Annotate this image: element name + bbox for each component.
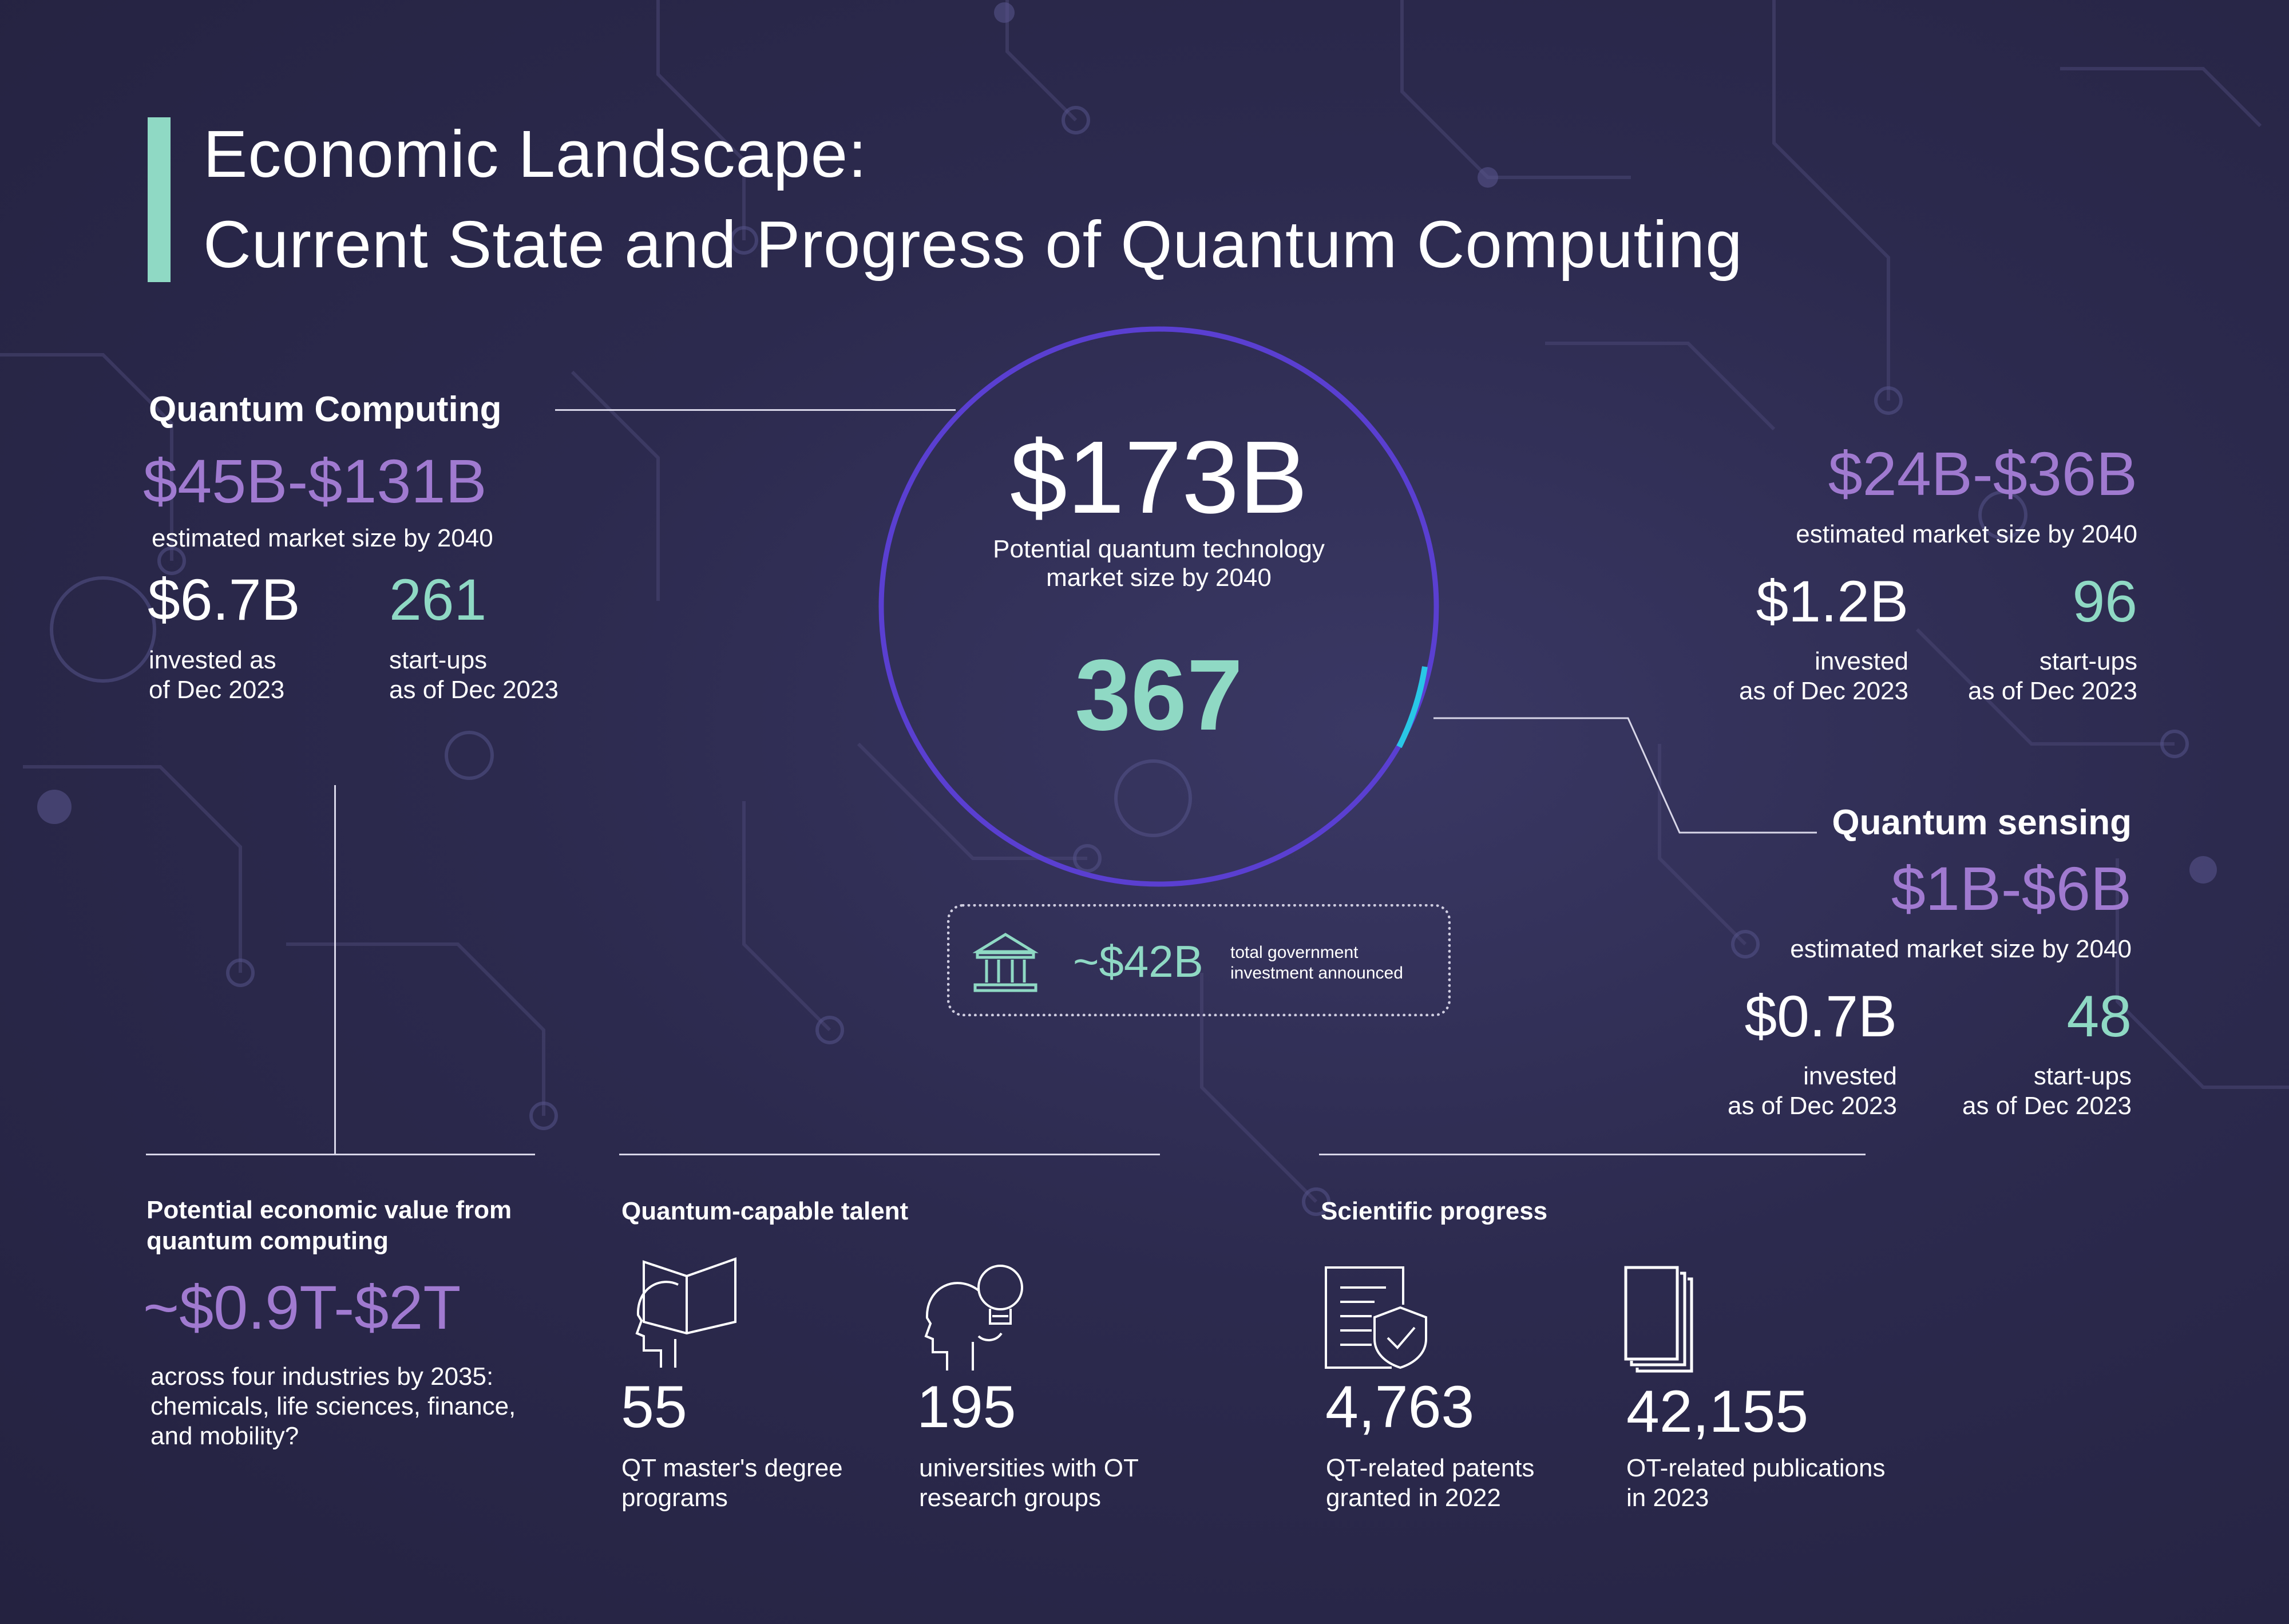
economic-heading-2: quantum computing: [146, 1227, 389, 1255]
gov-investment-box: ~$42B total government investment announ…: [947, 904, 1451, 1016]
sensing-startups-caption-2: as of Dec 2023: [1962, 1092, 2132, 1120]
publications-caption-2: in 2023: [1626, 1484, 1709, 1512]
page-title: Economic Landscape: Current State and Pr…: [203, 109, 1743, 290]
communication-invested-caption: invested as of Dec 2023: [1739, 647, 1908, 706]
sensing-heading: Quantum sensing: [1832, 803, 2132, 842]
computing-invested: $6.7B: [148, 567, 300, 632]
divider-economic: [146, 1154, 535, 1155]
title-accent-bar: [148, 117, 171, 282]
patent-document-shield-icon: [1325, 1266, 1427, 1369]
computing-vertical-connector: [334, 785, 336, 1154]
head-book-icon: [635, 1257, 736, 1368]
market-ring: [878, 326, 1439, 887]
communication-invested-caption-2: as of Dec 2023: [1739, 677, 1908, 705]
sensing-invested-caption-1: invested: [1803, 1062, 1897, 1090]
sensing-range-caption: estimated market size by 2040: [1790, 935, 2132, 963]
patents-caption-2: granted in 2022: [1326, 1484, 1501, 1512]
bank-building-icon: [973, 933, 1039, 992]
center-caption-2: market size by 2040: [1046, 564, 1272, 592]
computing-heading: Quantum Computing: [149, 390, 502, 429]
computing-startups-caption-2: as of Dec 2023: [389, 676, 559, 704]
center-block: $173B Potential quantum technology marke…: [876, 421, 1442, 747]
economic-caption: across four industries by 2035: chemical…: [151, 1362, 516, 1451]
communication-range-caption: estimated market size by 2040: [1796, 520, 2137, 548]
center-caption-1: Potential quantum technology: [993, 535, 1325, 563]
talent-universities-caption: universities with OT research groups: [919, 1453, 1139, 1513]
gov-caption-1: total government: [1230, 943, 1359, 962]
economic-caption-1: across four industries by 2035:: [151, 1362, 494, 1391]
sensing-invested: $0.7B: [1744, 984, 1897, 1049]
computing-range: $45B-$131B: [143, 446, 487, 516]
sensing-startups: 48: [2066, 984, 2132, 1049]
communication-startups-caption: start-ups as of Dec 2023: [1968, 647, 2137, 706]
title-line-1: Economic Landscape:: [203, 117, 868, 191]
patents-caption-1: QT-related patents: [1326, 1454, 1535, 1482]
publications-value: 42,155: [1626, 1379, 1809, 1445]
computing-startups-caption-1: start-ups: [389, 646, 488, 674]
communication-startups-caption-2: as of Dec 2023: [1968, 677, 2137, 705]
gov-caption-2: investment announced: [1230, 964, 1403, 983]
stacked-pages-icon: [1624, 1266, 1693, 1373]
connector-computing: [555, 409, 956, 411]
economic-value: ~$0.9T-$2T: [143, 1273, 461, 1342]
talent-universities-value: 195: [917, 1374, 1016, 1440]
patents-value: 4,763: [1325, 1374, 1475, 1440]
computing-range-caption: estimated market size by 2040: [152, 524, 493, 552]
communication-invested-caption-1: invested: [1815, 647, 1908, 675]
divider-scientific: [1319, 1154, 1866, 1155]
economic-heading: Potential economic value from quantum co…: [146, 1195, 512, 1257]
sensing-startups-caption: start-ups as of Dec 2023: [1962, 1061, 2132, 1121]
computing-invested-caption: invested as of Dec 2023: [149, 645, 284, 705]
head-lightbulb-icon: [924, 1265, 1023, 1371]
economic-caption-3: and mobility?: [151, 1422, 299, 1450]
gov-caption: total government investment announced: [1230, 942, 1403, 984]
talent-universities-caption-1: universities with OT: [919, 1454, 1139, 1482]
computing-startups-caption: start-ups as of Dec 2023: [389, 645, 559, 705]
gov-value: ~$42B: [1073, 936, 1203, 987]
publications-caption: OT-related publications in 2023: [1626, 1453, 1885, 1513]
communication-startups-caption-1: start-ups: [2039, 647, 2137, 675]
sensing-invested-caption-2: as of Dec 2023: [1728, 1092, 1897, 1120]
computing-startups: 261: [389, 567, 487, 632]
computing-invested-caption-1: invested as: [149, 646, 276, 674]
computing-invested-caption-2: of Dec 2023: [149, 676, 285, 704]
connector-sensing: [1433, 717, 1817, 834]
talent-heading: Quantum-capable talent: [621, 1197, 909, 1225]
talent-programs-caption-1: QT master's degree: [621, 1454, 843, 1482]
economic-heading-1: Potential economic value from: [146, 1196, 512, 1224]
sensing-startups-caption-1: start-ups: [2033, 1062, 2132, 1090]
talent-universities-caption-2: research groups: [919, 1484, 1101, 1512]
communication-startups: 96: [2072, 569, 2137, 634]
talent-programs-value: 55: [621, 1374, 687, 1440]
patents-caption: QT-related patents granted in 2022: [1326, 1453, 1534, 1513]
economic-caption-2: chemicals, life sciences, finance,: [151, 1392, 516, 1420]
talent-programs-caption: QT master's degree programs: [621, 1453, 843, 1513]
talent-programs-caption-2: programs: [621, 1484, 728, 1512]
scientific-heading: Scientific progress: [1321, 1197, 1548, 1225]
center-count: 367: [1075, 639, 1243, 751]
communication-invested: $1.2B: [1756, 569, 1908, 634]
divider-talent: [619, 1154, 1160, 1155]
communication-range: $24B-$36B: [1828, 439, 2137, 508]
sensing-invested-caption: invested as of Dec 2023: [1728, 1061, 1897, 1121]
publications-caption-1: OT-related publications: [1626, 1454, 1886, 1482]
center-value: $173B: [1009, 420, 1308, 535]
title-line-2: Current State and Progress of Quantum Co…: [203, 207, 1743, 282]
sensing-range: $1B-$6B: [1891, 854, 2132, 923]
